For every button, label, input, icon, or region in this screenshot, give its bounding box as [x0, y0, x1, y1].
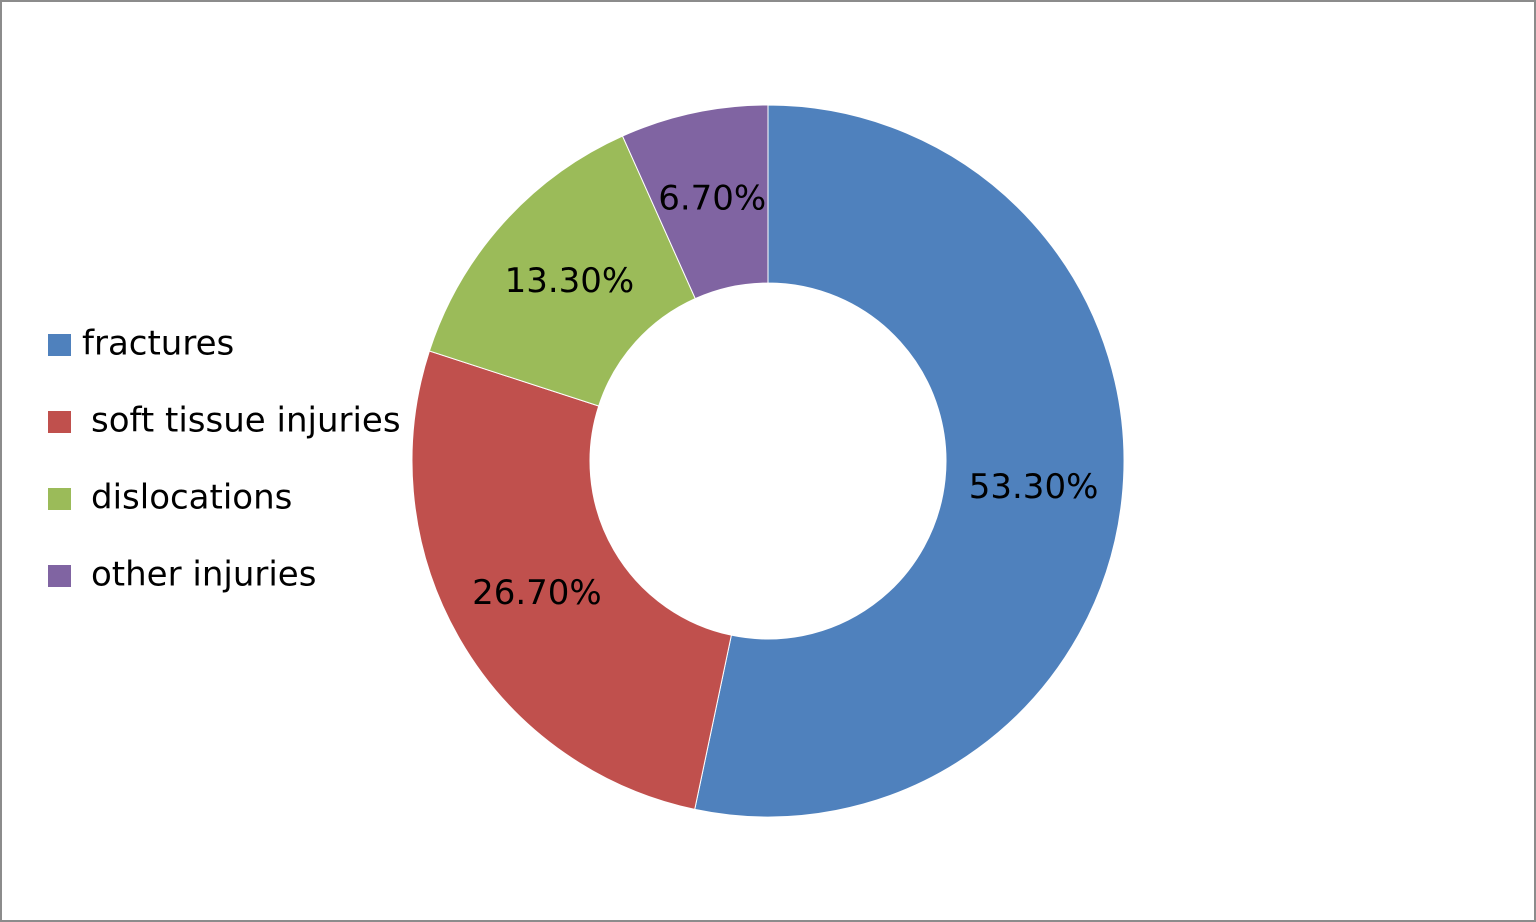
legend-label: dislocations [91, 478, 292, 518]
legend-label: fractures [82, 324, 234, 364]
legend-label: soft tissue injuries [91, 401, 401, 441]
data-label: 26.70% [472, 573, 602, 613]
legend-label: other injuries [91, 555, 316, 595]
donut-slice [428, 135, 696, 407]
legend-swatch [48, 565, 71, 587]
legend-swatch [48, 488, 71, 510]
donut-slice [411, 350, 732, 810]
data-label: 53.30% [969, 467, 1099, 507]
legend-swatch [48, 334, 71, 356]
legend-swatch [48, 411, 71, 433]
donut-slice [621, 104, 769, 300]
data-label: 13.30% [505, 261, 635, 301]
data-label: 6.70% [658, 178, 766, 218]
donut-slice [694, 104, 1125, 818]
